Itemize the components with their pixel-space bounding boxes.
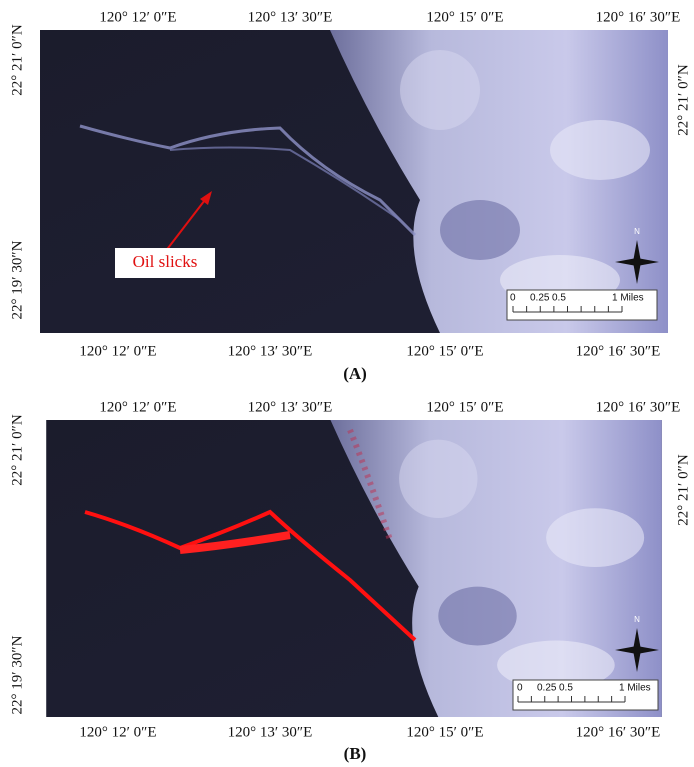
longitude-label: 120° 15′ 0″E [426, 9, 503, 25]
longitude-label: 120° 13′ 30″E [228, 343, 313, 359]
scale-label: 0.25 [530, 293, 550, 304]
longitude-label: 120° 16′ 30″E [576, 724, 661, 740]
latitude-label: 22° 21′ 0″N [9, 24, 25, 96]
scale-label: 0.5 [552, 293, 566, 304]
longitude-label: 120° 12′ 0″E [79, 724, 156, 740]
north-label: N [634, 227, 640, 236]
longitude-label: 120° 16′ 30″E [576, 343, 661, 359]
longitude-label: 120° 15′ 0″E [406, 724, 483, 740]
scale-label: 1 Miles [619, 683, 651, 694]
scale-label: 0 [510, 293, 516, 304]
longitude-label: 120° 12′ 0″E [99, 9, 176, 25]
longitude-label: 120° 16′ 30″E [596, 399, 681, 415]
longitude-label: 120° 12′ 0″E [79, 343, 156, 359]
satellite-image [40, 30, 668, 333]
scale-label: 1 Miles [612, 293, 644, 304]
latitude-label: 22° 19′ 30″N [9, 635, 25, 714]
scale-label: 0.25 [537, 683, 557, 694]
scale-label: 0 [517, 683, 523, 694]
scale-label: 0.5 [559, 683, 573, 694]
latitude-label: 22° 21′ 0″N [9, 414, 25, 486]
longitude-label: 120° 13′ 30″E [228, 724, 313, 740]
satellite-image [46, 420, 662, 717]
longitude-label: 120° 16′ 30″E [596, 9, 681, 25]
latitude-label: 22° 19′ 30″N [9, 240, 25, 319]
longitude-label: 120° 15′ 0″E [426, 399, 503, 415]
latitude-label: 22° 21′ 0″N [675, 64, 691, 136]
north-label: N [634, 615, 640, 624]
longitude-label: 120° 12′ 0″E [99, 399, 176, 415]
longitude-label: 120° 13′ 30″E [248, 399, 333, 415]
annotation: Oil slicks [133, 252, 198, 271]
figure: 120° 12′ 0″E 120° 13′ 30″E 120° 15′ 0″E 120… [0, 0, 694, 767]
longitude-label: 120° 13′ 30″E [248, 9, 333, 25]
latitude-label: 22° 21′ 0″N [675, 454, 691, 526]
panel-caption: (A) [343, 364, 367, 383]
panel-caption: (B) [344, 744, 367, 763]
longitude-label: 120° 15′ 0″E [406, 343, 483, 359]
